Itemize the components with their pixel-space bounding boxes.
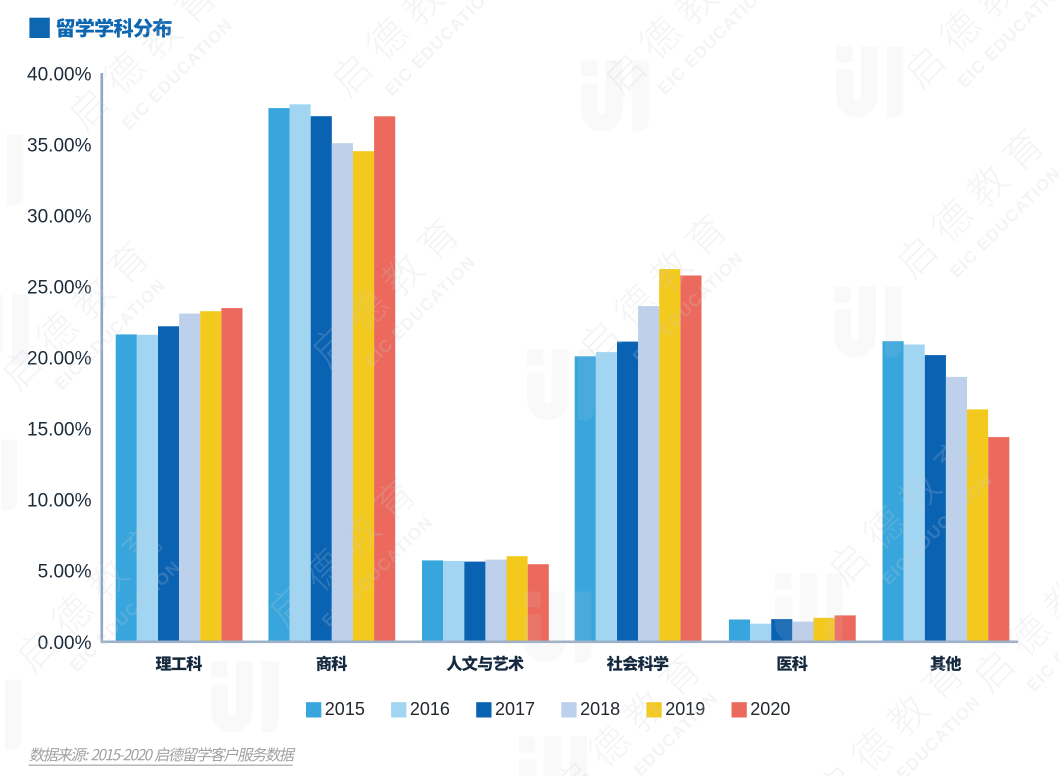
svg-text:35.00%: 35.00% xyxy=(27,135,92,156)
svg-text:40.00%: 40.00% xyxy=(27,64,92,85)
svg-text:10.00%: 10.00% xyxy=(27,491,92,512)
svg-text:5.00%: 5.00% xyxy=(38,562,92,583)
svg-text:30.00%: 30.00% xyxy=(27,206,92,227)
svg-text:15.00%: 15.00% xyxy=(27,420,92,441)
svg-text:2020: 2020 xyxy=(750,699,790,719)
svg-text:2017: 2017 xyxy=(495,699,535,719)
svg-text:2015: 2015 xyxy=(325,699,365,719)
svg-text:2018: 2018 xyxy=(580,699,620,719)
svg-text:0.00%: 0.00% xyxy=(38,633,92,654)
svg-text:2016: 2016 xyxy=(410,699,450,719)
